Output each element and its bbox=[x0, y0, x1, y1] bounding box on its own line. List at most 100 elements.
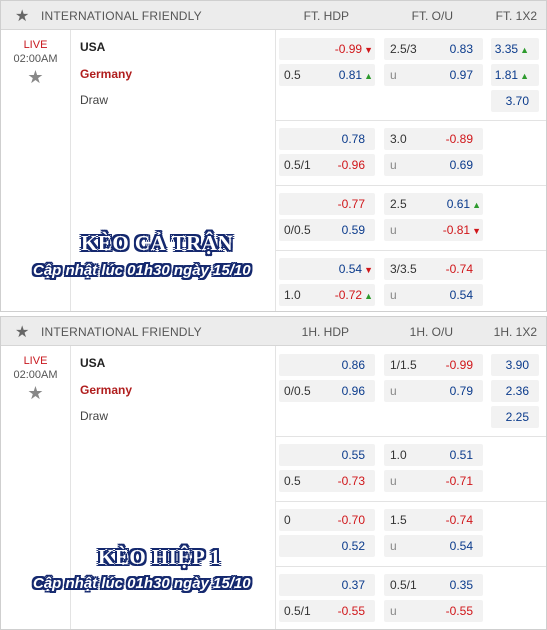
hdp-away-cell[interactable] bbox=[279, 380, 375, 402]
hdp-away-odds[interactable]: 0.96 bbox=[341, 384, 365, 398]
ou-under-cell[interactable] bbox=[384, 64, 483, 86]
ou-over-cell[interactable] bbox=[384, 38, 483, 60]
ou-under-odds[interactable]: 0.54 bbox=[449, 288, 473, 302]
hdp-away-odds[interactable]: 0.81 ▲ bbox=[338, 68, 373, 82]
match-time-column: LIVE 02:00AM ★ bbox=[1, 346, 71, 629]
ou-over-cell[interactable] bbox=[384, 574, 483, 596]
hdp-away-odds[interactable]: -0.73 bbox=[337, 474, 365, 488]
hdp-away-cell[interactable] bbox=[279, 284, 375, 306]
1x2-away-odds[interactable]: 1.81 ▲ bbox=[491, 64, 539, 86]
league-name: INTERNATIONAL FRIENDLY bbox=[41, 9, 202, 23]
ou-over-odds[interactable]: -0.89 bbox=[445, 132, 473, 146]
hdp-away-cell[interactable] bbox=[279, 64, 375, 86]
arrow-up-icon: ▲ bbox=[520, 45, 529, 55]
ou-under-cell[interactable] bbox=[384, 284, 483, 306]
ou-line: 1.5 bbox=[390, 513, 407, 527]
ou-over-odds[interactable]: 0.83 bbox=[449, 42, 473, 56]
ou-over-cell[interactable] bbox=[384, 128, 483, 150]
home-team[interactable]: USA bbox=[80, 40, 106, 54]
divider bbox=[276, 436, 546, 437]
hdp-away-odds[interactable]: 0.52 bbox=[341, 539, 365, 553]
hdp-home-cell[interactable] bbox=[279, 128, 375, 150]
1x2-away-odds[interactable]: 2.36 bbox=[491, 380, 539, 402]
ou-under-cell[interactable] bbox=[384, 600, 483, 622]
ou-under-odds[interactable]: -0.55 bbox=[445, 604, 473, 618]
column-header-1x2: 1H. 1X2 bbox=[493, 325, 537, 339]
ou-under-cell[interactable] bbox=[384, 380, 483, 402]
hdp-line: 0/0.5 bbox=[284, 223, 311, 237]
ou-over-cell[interactable] bbox=[384, 193, 483, 215]
hdp-away-cell[interactable] bbox=[279, 600, 375, 622]
hdp-home-odds[interactable]: -0.70 bbox=[337, 513, 365, 527]
arrow-up-icon: ▲ bbox=[364, 71, 373, 81]
1x2-home-odds[interactable]: 3.35 ▲ bbox=[491, 38, 539, 60]
watermark-subtitle: Cập nhật lúc 01h30 ngày 15/10 bbox=[33, 262, 251, 279]
hdp-home-cell[interactable] bbox=[279, 38, 375, 60]
1x2-draw-odds[interactable]: 2.25 bbox=[491, 406, 539, 428]
ou-under-label: u bbox=[390, 158, 397, 172]
hdp-away-cell[interactable] bbox=[279, 219, 375, 241]
hdp-home-cell[interactable] bbox=[279, 193, 375, 215]
ou-over-cell[interactable] bbox=[384, 258, 483, 280]
ou-over-cell[interactable] bbox=[384, 444, 483, 466]
hdp-home-cell[interactable] bbox=[279, 574, 375, 596]
hdp-home-odds[interactable]: 0.37 bbox=[341, 578, 365, 592]
hdp-away-odds[interactable]: -0.96 bbox=[337, 158, 365, 172]
hdp-home-odds[interactable]: 0.55 bbox=[341, 448, 365, 462]
hdp-away-cell[interactable] bbox=[279, 470, 375, 492]
hdp-home-cell[interactable] bbox=[279, 444, 375, 466]
ou-under-cell[interactable] bbox=[384, 219, 483, 241]
league-header: ★ INTERNATIONAL FRIENDLY FT. HDP FT. O/U… bbox=[1, 1, 546, 30]
ou-under-odds[interactable]: 0.79 bbox=[449, 384, 473, 398]
away-team[interactable]: Germany bbox=[80, 383, 133, 397]
ou-line: 1.0 bbox=[390, 448, 407, 462]
hdp-line: 1.0 bbox=[284, 288, 301, 302]
ou-over-odds[interactable]: 0.61 ▲ bbox=[446, 197, 481, 211]
favorite-star-icon[interactable]: ★ bbox=[27, 383, 44, 403]
hdp-home-cell[interactable] bbox=[279, 258, 375, 280]
ou-over-odds[interactable]: 0.51 bbox=[449, 448, 473, 462]
ou-over-cell[interactable] bbox=[384, 354, 483, 376]
column-header-ou: 1H. O/U bbox=[409, 325, 453, 339]
hdp-away-odds[interactable]: -0.72 ▲ bbox=[334, 288, 373, 302]
ou-under-cell[interactable] bbox=[384, 535, 483, 557]
kickoff-time: 02:00AM bbox=[13, 369, 58, 381]
ou-under-odds[interactable]: 0.97 bbox=[449, 68, 473, 82]
ou-line: 3.0 bbox=[390, 132, 407, 146]
ou-under-odds[interactable]: -0.71 bbox=[445, 474, 473, 488]
ou-over-odds[interactable]: 0.35 bbox=[449, 578, 473, 592]
hdp-home-odds[interactable]: -0.77 bbox=[337, 197, 365, 211]
ou-under-label: u bbox=[390, 539, 397, 553]
ou-under-odds[interactable]: 0.69 bbox=[449, 158, 473, 172]
ou-over-odds[interactable]: -0.74 bbox=[445, 513, 473, 527]
arrow-down-icon: ▼ bbox=[364, 265, 373, 275]
hdp-home-cell[interactable] bbox=[279, 354, 375, 376]
match-time-column: LIVE 02:00AM ★ bbox=[1, 30, 71, 311]
ou-under-odds[interactable]: 0.54 bbox=[449, 539, 473, 553]
hdp-home-odds[interactable]: -0.99 ▼ bbox=[334, 42, 373, 56]
ou-under-label: u bbox=[390, 384, 397, 398]
hdp-home-odds[interactable]: 0.86 bbox=[341, 358, 365, 372]
home-team[interactable]: USA bbox=[80, 356, 106, 370]
hdp-away-odds[interactable]: -0.55 bbox=[337, 604, 365, 618]
ou-under-cell[interactable] bbox=[384, 470, 483, 492]
ou-line: 3/3.5 bbox=[390, 262, 417, 276]
ou-over-odds[interactable]: -0.99 bbox=[445, 358, 473, 372]
favorite-star-icon[interactable]: ★ bbox=[27, 67, 44, 87]
ou-over-cell[interactable] bbox=[384, 509, 483, 531]
hdp-away-cell[interactable] bbox=[279, 535, 375, 557]
hdp-home-cell[interactable] bbox=[279, 509, 375, 531]
ou-under-odds[interactable]: -0.81 ▼ bbox=[442, 223, 481, 237]
hdp-home-odds[interactable]: 0.54 ▼ bbox=[338, 262, 373, 276]
hdp-home-odds[interactable]: 0.78 bbox=[341, 132, 365, 146]
1x2-draw-odds[interactable]: 3.70 bbox=[491, 90, 539, 112]
ou-under-cell[interactable] bbox=[384, 154, 483, 176]
star-icon[interactable]: ★ bbox=[15, 324, 30, 341]
teams-column: USA Germany Draw bbox=[71, 30, 276, 311]
hdp-away-odds[interactable]: 0.59 bbox=[341, 223, 365, 237]
away-team[interactable]: Germany bbox=[80, 67, 133, 81]
star-icon[interactable]: ★ bbox=[15, 8, 30, 25]
1x2-home-odds[interactable]: 3.90 bbox=[491, 354, 539, 376]
ou-over-odds[interactable]: -0.74 bbox=[445, 262, 473, 276]
hdp-away-cell[interactable] bbox=[279, 154, 375, 176]
